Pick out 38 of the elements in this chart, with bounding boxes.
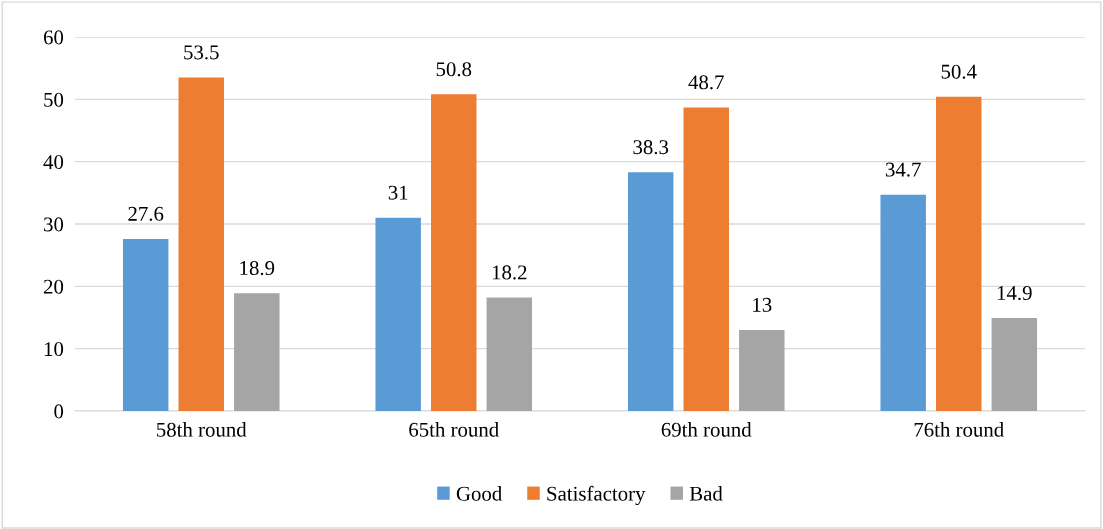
legend-label: Good xyxy=(456,486,502,501)
x-tick-label: 76th round xyxy=(914,422,1004,437)
data-label: 50.8 xyxy=(436,62,472,77)
y-tick-label: 50 xyxy=(44,92,64,107)
data-label: 13 xyxy=(753,297,772,312)
legend-label: Bad xyxy=(689,486,723,501)
data-label: 18.2 xyxy=(492,265,527,280)
bar xyxy=(936,96,982,411)
legend-label: Satisfactory xyxy=(547,485,646,506)
bar xyxy=(486,297,533,411)
y-tick-label: 60 xyxy=(43,30,64,45)
y-tick-label: 0 xyxy=(54,404,64,419)
x-tick-label: 69th round xyxy=(661,422,752,437)
data-label: 48.7 xyxy=(688,75,724,90)
bar xyxy=(739,329,785,411)
y-tick-label: 10 xyxy=(44,342,64,357)
bar xyxy=(375,217,421,411)
bar xyxy=(122,238,169,411)
bar xyxy=(178,77,224,411)
y-tick-label: 20 xyxy=(43,279,64,294)
x-tick-label: 65th round xyxy=(409,422,499,437)
bar xyxy=(234,293,280,411)
data-label: 53.5 xyxy=(184,45,219,60)
data-label: 14.9 xyxy=(997,286,1032,301)
bar xyxy=(683,107,729,411)
y-tick-label: 40 xyxy=(43,155,64,170)
data-label: 18.9 xyxy=(240,261,275,276)
data-label: 50.4 xyxy=(941,64,977,79)
data-label: 31 xyxy=(388,185,408,200)
bar xyxy=(991,318,1038,411)
x-tick-label: 58th round xyxy=(157,422,247,437)
data-label: 38.3 xyxy=(633,140,669,155)
y-tick-label: 30 xyxy=(44,217,64,232)
bar xyxy=(431,94,477,411)
bar xyxy=(880,194,926,411)
data-label: 34.7 xyxy=(885,162,921,177)
bar xyxy=(627,172,674,411)
data-label: 27.6 xyxy=(128,206,164,221)
